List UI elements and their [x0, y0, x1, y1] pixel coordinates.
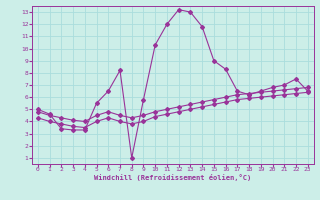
X-axis label: Windchill (Refroidissement éolien,°C): Windchill (Refroidissement éolien,°C): [94, 174, 252, 181]
